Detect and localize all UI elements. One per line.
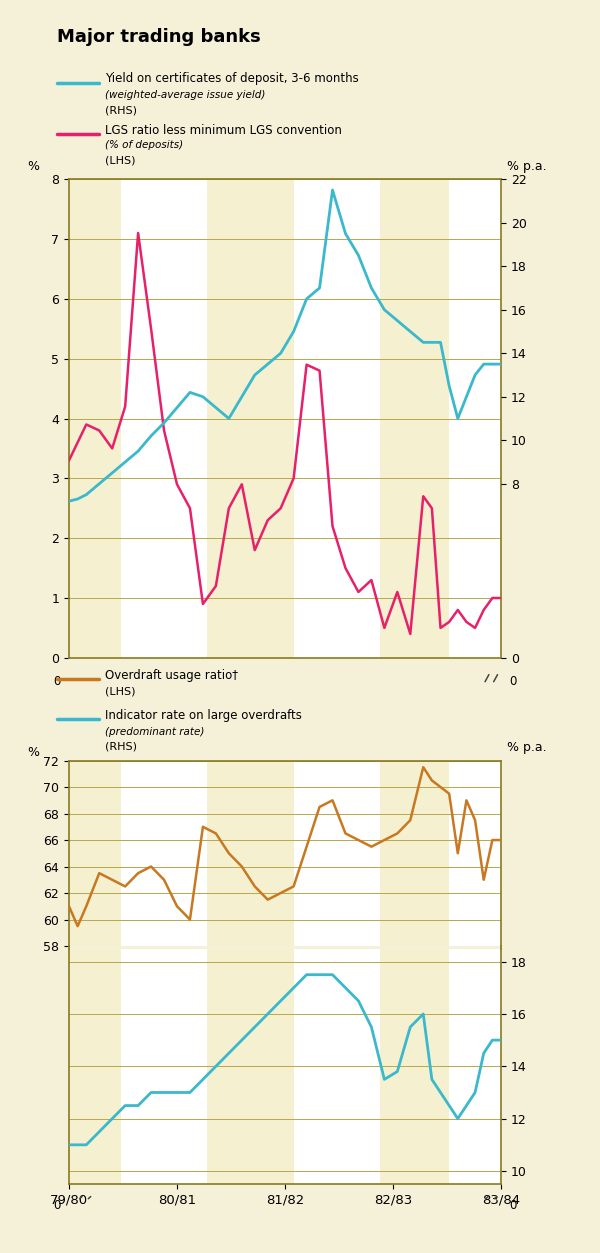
Bar — [293, 949, 380, 1184]
Text: Major trading banks: Major trading banks — [57, 28, 261, 45]
Text: Yield on certificates of deposit, 3-6 months: Yield on certificates of deposit, 3-6 mo… — [105, 73, 359, 85]
Text: (predominant rate): (predominant rate) — [105, 727, 205, 737]
Bar — [121, 761, 207, 946]
Text: 0: 0 — [509, 1199, 517, 1213]
Text: 0: 0 — [53, 674, 61, 688]
Bar — [121, 179, 207, 658]
Text: (RHS): (RHS) — [105, 742, 137, 752]
Bar — [449, 761, 501, 946]
Text: (LHS): (LHS) — [105, 155, 136, 165]
Bar — [121, 949, 207, 1184]
Text: (LHS): (LHS) — [105, 687, 136, 697]
Text: Indicator rate on large overdrafts: Indicator rate on large overdrafts — [105, 709, 302, 722]
Bar — [449, 179, 501, 658]
Text: 0: 0 — [53, 1199, 61, 1213]
Bar — [449, 949, 501, 1184]
Text: %: % — [27, 160, 39, 173]
Text: (% of deposits): (% of deposits) — [105, 140, 183, 150]
Text: 0: 0 — [509, 674, 517, 688]
Text: % p.a.: % p.a. — [507, 742, 547, 754]
Text: (weighted-average issue yield): (weighted-average issue yield) — [105, 90, 265, 100]
Text: (RHS): (RHS) — [105, 105, 137, 115]
Bar — [293, 761, 380, 946]
Text: %: % — [27, 747, 39, 759]
Text: LGS ratio less minimum LGS convention: LGS ratio less minimum LGS convention — [105, 124, 342, 137]
Text: Overdraft usage ratio†: Overdraft usage ratio† — [105, 669, 238, 682]
Bar — [293, 179, 380, 658]
Text: % p.a.: % p.a. — [507, 160, 547, 173]
